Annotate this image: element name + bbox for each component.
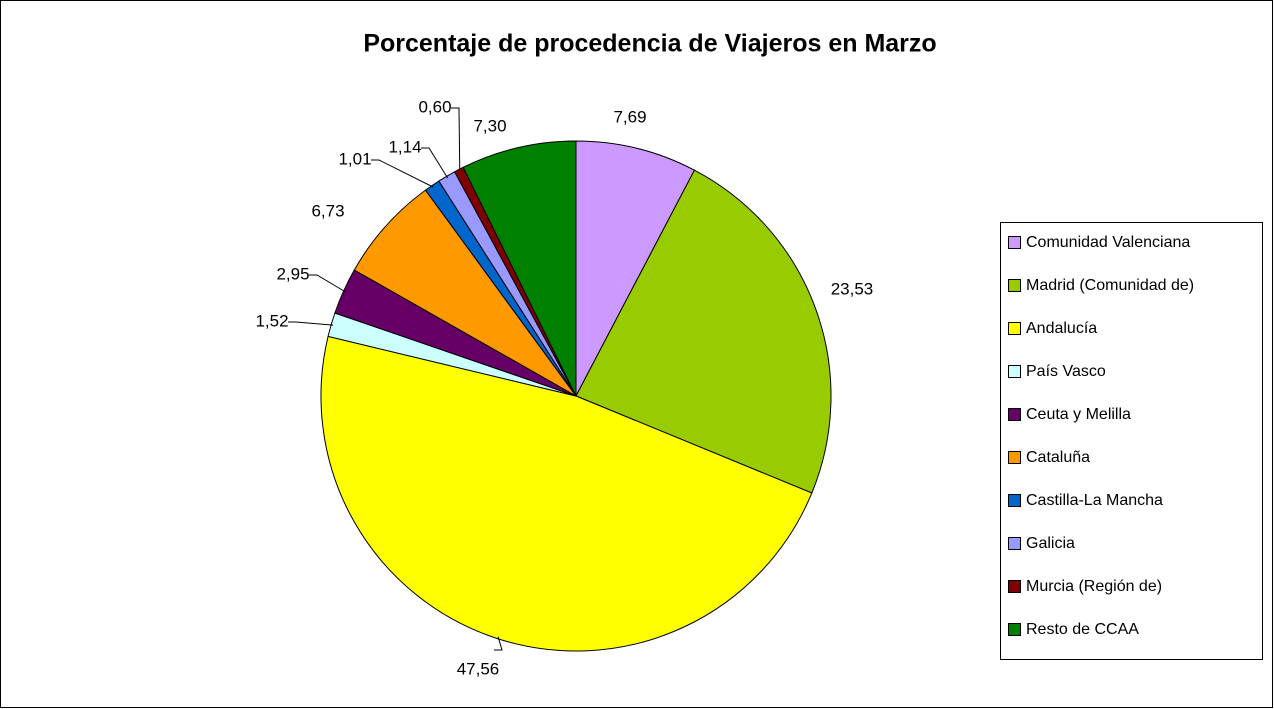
legend-swatch [1008, 494, 1021, 507]
legend-swatch [1008, 236, 1021, 249]
data-label: 1,14 [388, 137, 421, 156]
legend-label: Andalucía [1026, 320, 1097, 337]
leader-line [309, 274, 346, 293]
legend-label: Cataluña [1026, 449, 1090, 466]
legend-swatch [1008, 537, 1021, 550]
legend-swatch [1008, 408, 1021, 421]
legend-swatch [1008, 279, 1021, 292]
data-label: 1,52 [255, 311, 288, 330]
legend-swatch [1008, 580, 1021, 593]
leader-line [451, 107, 461, 172]
leader-line [288, 321, 334, 326]
legend-label: País Vasco [1026, 363, 1106, 380]
data-label: 1,01 [338, 149, 371, 168]
legend-swatch [1008, 322, 1021, 335]
legend-label: Resto de CCAA [1026, 621, 1139, 638]
pie-slice [320, 335, 813, 652]
pie-slice [575, 169, 832, 494]
leader-line [421, 147, 449, 179]
data-label: 2,95 [276, 264, 309, 283]
pie-slice [462, 140, 577, 397]
data-label: 6,73 [311, 201, 344, 220]
data-label: 23,53 [831, 279, 874, 298]
legend-swatch [1008, 623, 1021, 636]
legend-label: Galicia [1026, 535, 1075, 552]
legend-label: Comunidad Valenciana [1026, 234, 1190, 251]
legend-swatch [1008, 365, 1021, 378]
legend-label: Murcia (Región de) [1026, 578, 1162, 595]
pie-slice [575, 140, 696, 397]
legend-box [1000, 222, 1263, 660]
data-label: 47,56 [457, 659, 500, 678]
legend-swatch [1008, 451, 1021, 464]
legend-label: Ceuta y Melilla [1026, 406, 1131, 423]
data-label: 7,30 [473, 116, 506, 135]
pie-slice [353, 189, 577, 397]
legend-label: Castilla-La Mancha [1026, 492, 1163, 509]
leader-line [371, 159, 434, 188]
data-label: 0,60 [418, 97, 451, 116]
data-label: 7,69 [613, 107, 646, 126]
legend-label: Madrid (Comunidad de) [1026, 277, 1194, 294]
leader-line [494, 636, 503, 651]
chart-title: Porcentaje de procedencia de Viajeros en… [363, 30, 936, 58]
